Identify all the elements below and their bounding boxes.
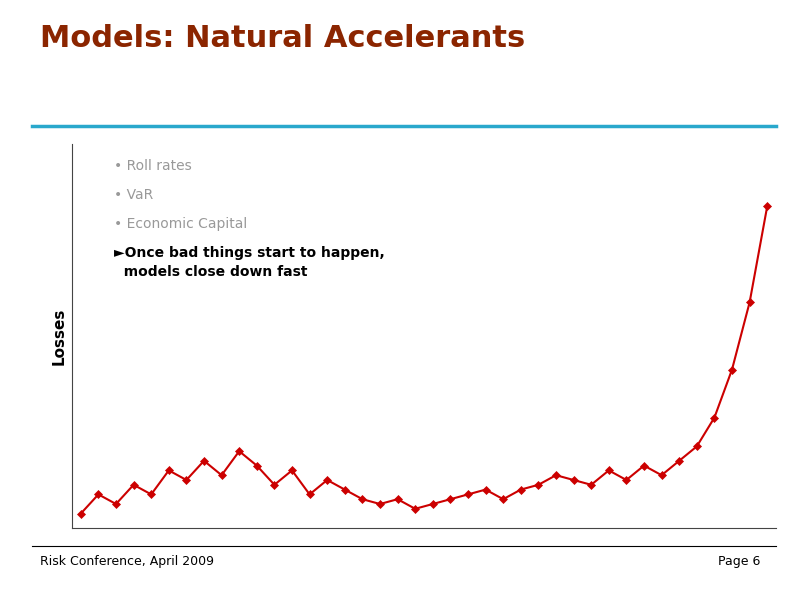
Text: • Economic Capital: • Economic Capital bbox=[114, 217, 247, 231]
Text: Risk Conference, April 2009: Risk Conference, April 2009 bbox=[40, 554, 214, 568]
Text: ►Once bad things start to happen,
  models close down fast: ►Once bad things start to happen, models… bbox=[114, 246, 385, 279]
Y-axis label: Losses: Losses bbox=[51, 307, 66, 365]
Text: Models: Natural Accelerants: Models: Natural Accelerants bbox=[40, 24, 526, 53]
Text: • Roll rates: • Roll rates bbox=[114, 160, 192, 173]
Text: Page 6: Page 6 bbox=[718, 554, 760, 568]
Text: • VaR: • VaR bbox=[114, 188, 154, 202]
